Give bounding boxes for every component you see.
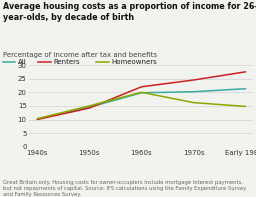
Text: Homeowners: Homeowners: [112, 59, 157, 65]
Text: Average housing costs as a proportion of income for 26-30
year-olds, by decade o: Average housing costs as a proportion of…: [3, 2, 256, 22]
Text: All: All: [18, 59, 27, 65]
Text: Great Britain only. Housing costs for owner-occupiers include mortgage interest : Great Britain only. Housing costs for ow…: [3, 180, 246, 197]
Text: Percentage of income after tax and benefits: Percentage of income after tax and benef…: [3, 52, 157, 58]
Text: Renters: Renters: [54, 59, 80, 65]
